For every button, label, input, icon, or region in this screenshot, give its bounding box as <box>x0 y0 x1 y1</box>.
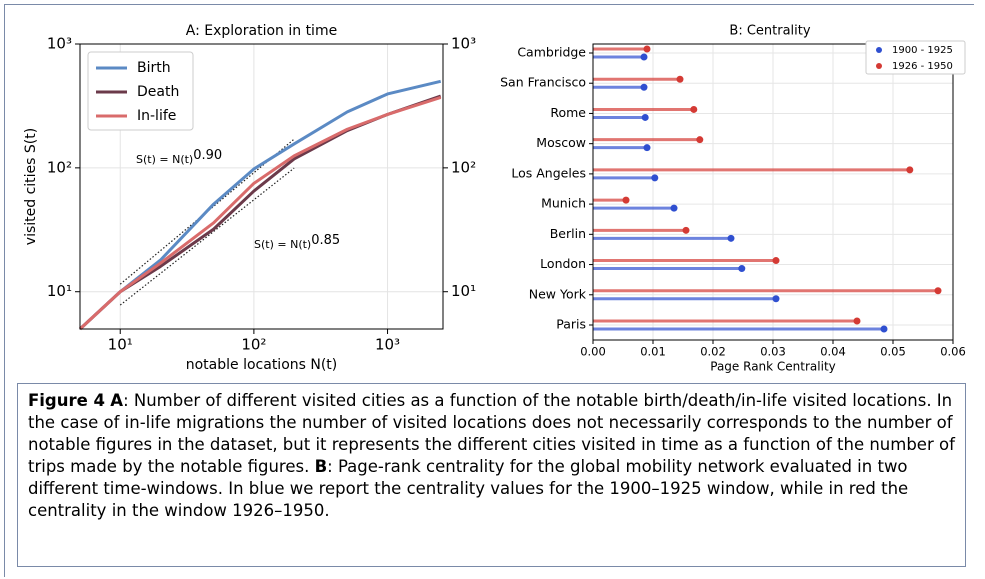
x-tick-label: 0.04 <box>820 345 846 359</box>
lollipop-dot <box>772 295 780 303</box>
caption-text: : Number of different visited cities as … <box>28 391 955 476</box>
caption-key: B <box>314 457 328 476</box>
lollipop-dot <box>727 234 735 242</box>
y-tick-label: Berlin <box>550 226 586 241</box>
fit-line <box>119 167 295 306</box>
y-tick-label: Moscow <box>536 135 586 150</box>
caption-text: : Page-rank centrality for the global mo… <box>28 457 909 520</box>
y-tick-label: 10¹ <box>47 282 72 300</box>
lollipop-dot <box>640 83 648 91</box>
y-tick-label: Cambridge <box>517 45 586 60</box>
annotation-exponent: 0.85 <box>311 233 340 248</box>
lollipop-dot <box>640 53 648 61</box>
x-axis-label: notable locations N(t) <box>186 357 338 373</box>
x-tick-label: 0.05 <box>880 345 906 359</box>
x-tick-label: 0.06 <box>940 345 966 359</box>
legend-swatch <box>876 47 882 53</box>
lollipop-dot <box>622 196 630 204</box>
lollipop-dot <box>670 204 678 212</box>
annotation-exponent: 0.90 <box>193 148 222 163</box>
legend-swatch <box>876 63 882 69</box>
y-tick-label: 10² <box>47 158 72 176</box>
chart-title: A: Exploration in time <box>186 23 337 39</box>
x-tick-label: 10² <box>241 336 266 354</box>
legend-label: Birth <box>137 60 171 76</box>
y-tick-label: Munich <box>541 196 586 211</box>
lollipop-dot <box>772 257 780 265</box>
y-tick-label: San Francisco <box>500 75 586 90</box>
y-tick-label: Paris <box>556 317 586 332</box>
y2-tick-label: 10¹ <box>451 282 476 300</box>
x-tick-label: 0.01 <box>640 345 666 359</box>
lollipop-dot <box>880 325 888 333</box>
y-axis-label: visited cities S(t) <box>23 128 39 245</box>
legend-label: 1900 - 1925 <box>892 45 953 56</box>
lollipop-dot <box>676 75 684 83</box>
legend-label: In-life <box>137 108 176 124</box>
lollipop-dot <box>643 45 651 53</box>
x-tick-label: 0.03 <box>760 345 786 359</box>
lollipop-dot <box>906 166 914 174</box>
y-tick-label: New York <box>529 286 587 301</box>
caption: Figure 4 A: Number of different visited … <box>17 383 966 567</box>
plot-frame <box>79 43 444 330</box>
legend-box <box>87 51 194 131</box>
lollipop-dot <box>651 174 659 182</box>
annotation: S(t) = N(t)0.90 <box>136 148 222 167</box>
lollipop-dot <box>643 144 651 152</box>
page-frame <box>4 4 974 577</box>
x-tick-label: 0.00 <box>580 345 606 359</box>
chart-title: B: Centrality <box>729 24 810 39</box>
x-tick-label: 10¹ <box>108 336 133 354</box>
series-line <box>78 96 442 331</box>
plot-frame <box>592 43 954 341</box>
lollipop-dot <box>690 105 698 113</box>
lollipop-dot <box>934 287 942 295</box>
y-tick-label: London <box>540 256 586 271</box>
figure: A: Exploration in time notable locations … <box>23 23 966 374</box>
lollipop-dot <box>641 113 649 121</box>
legend-label: 1926 - 1950 <box>892 61 953 72</box>
lollipop-dot <box>853 317 861 325</box>
y-tick-label: Los Angeles <box>511 165 586 180</box>
legend-label: Death <box>137 84 179 100</box>
lollipop-dot <box>682 226 690 234</box>
caption-label: Figure 4 <box>28 391 106 410</box>
x-tick-label: 10³ <box>375 336 400 354</box>
annotation: S(t) = N(t)0.85 <box>254 233 340 252</box>
caption-key: A <box>110 391 124 410</box>
annotation-text: S(t) = N(t) <box>136 153 193 166</box>
y-tick-label: Rome <box>550 105 586 120</box>
lollipop-dot <box>696 136 704 144</box>
y-tick-label: 10³ <box>47 35 72 53</box>
lollipop-dot <box>738 265 746 273</box>
x-axis-label: Page Rank Centrality <box>710 360 836 374</box>
y2-tick-label: 10² <box>451 158 476 176</box>
y2-tick-label: 10³ <box>451 35 476 53</box>
x-tick-label: 0.02 <box>700 345 726 359</box>
legend-box <box>865 40 966 75</box>
annotation-text: S(t) = N(t) <box>254 238 311 251</box>
